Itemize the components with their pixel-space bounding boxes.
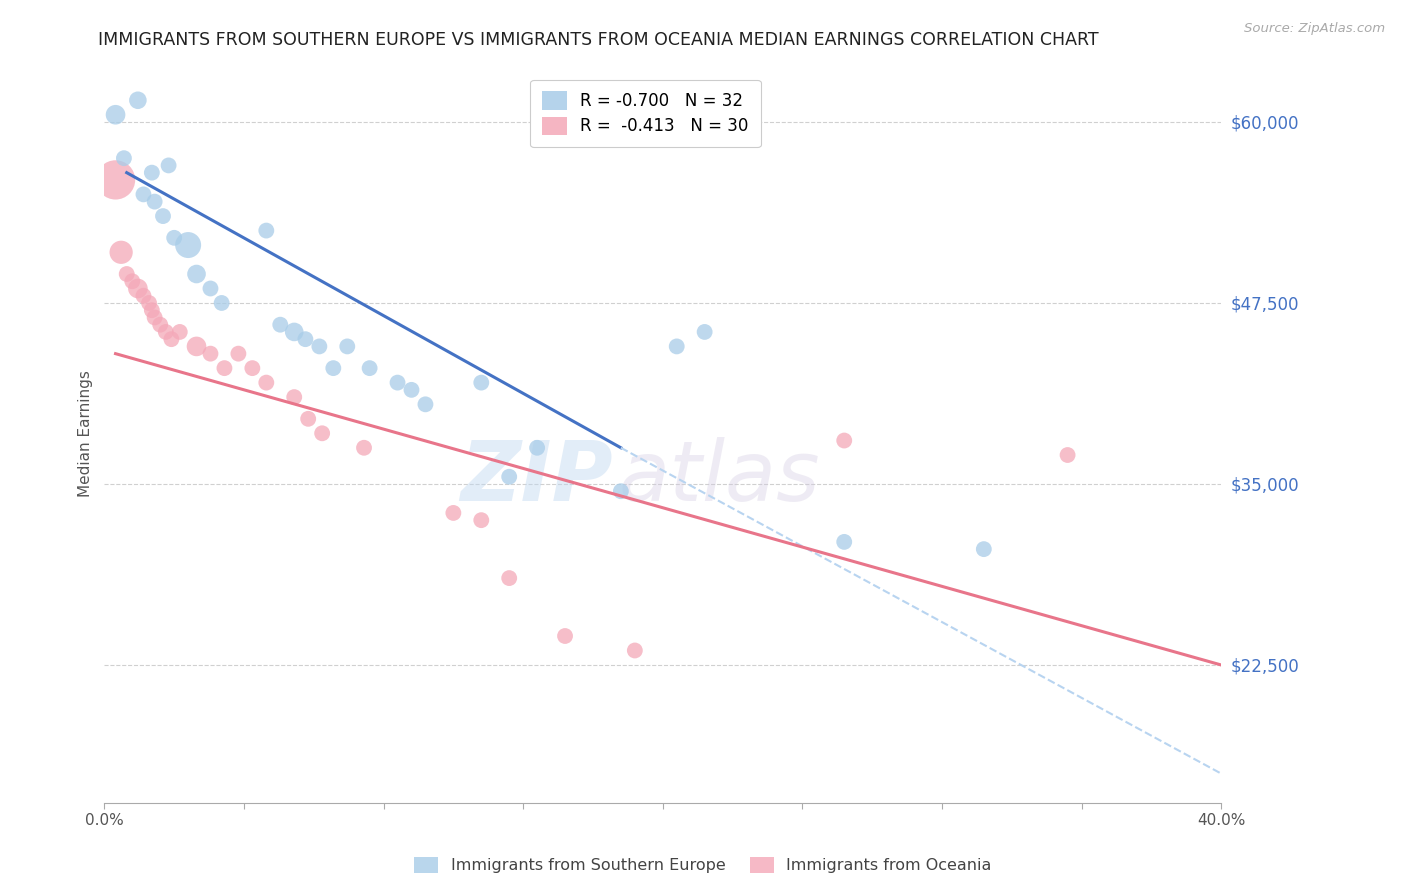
Point — [200, 346, 222, 360]
Point — [115, 267, 138, 281]
Point — [832, 434, 855, 448]
Point — [526, 441, 548, 455]
Point — [240, 361, 263, 376]
Point — [163, 231, 186, 245]
Point — [415, 397, 437, 411]
Point — [283, 325, 305, 339]
Text: IMMIGRANTS FROM SOUTHERN EUROPE VS IMMIGRANTS FROM OCEANIA MEDIAN EARNINGS CORRE: IMMIGRANTS FROM SOUTHERN EUROPE VS IMMIG… — [98, 31, 1099, 49]
Point — [665, 339, 688, 353]
Text: atlas: atlas — [619, 437, 820, 518]
Point — [132, 187, 155, 202]
Y-axis label: Median Earnings: Median Earnings — [79, 370, 93, 497]
Point — [211, 296, 233, 310]
Point — [110, 245, 132, 260]
Point — [127, 93, 149, 107]
Point — [152, 209, 174, 223]
Point — [269, 318, 291, 332]
Point — [832, 534, 855, 549]
Point — [693, 325, 716, 339]
Legend: Immigrants from Southern Europe, Immigrants from Oceania: Immigrants from Southern Europe, Immigra… — [408, 850, 998, 880]
Point — [228, 346, 250, 360]
Point — [322, 361, 344, 376]
Point — [104, 108, 127, 122]
Point — [470, 376, 492, 390]
Point — [141, 166, 163, 180]
Point — [186, 267, 208, 281]
Point — [200, 281, 222, 295]
Point — [336, 339, 359, 353]
Point — [311, 426, 333, 441]
Point — [254, 376, 277, 390]
Point — [973, 542, 995, 557]
Point — [401, 383, 423, 397]
Point — [294, 332, 316, 346]
Point — [143, 194, 166, 209]
Point — [177, 238, 200, 252]
Text: ZIP: ZIP — [460, 437, 613, 518]
Point — [186, 339, 208, 353]
Point — [554, 629, 576, 643]
Point — [155, 325, 177, 339]
Point — [141, 303, 163, 318]
Point — [498, 469, 520, 483]
Point — [160, 332, 183, 346]
Point — [297, 412, 319, 426]
Point — [624, 643, 647, 657]
Point — [254, 223, 277, 237]
Point — [149, 318, 172, 332]
Point — [104, 173, 127, 187]
Text: Source: ZipAtlas.com: Source: ZipAtlas.com — [1244, 22, 1385, 36]
Point — [353, 441, 375, 455]
Point — [157, 158, 180, 172]
Point — [283, 390, 305, 404]
Point — [138, 296, 160, 310]
Point — [169, 325, 191, 339]
Point — [387, 376, 409, 390]
Point — [610, 484, 633, 499]
Point — [121, 274, 143, 288]
Point — [214, 361, 236, 376]
Point — [308, 339, 330, 353]
Point — [132, 289, 155, 303]
Point — [1056, 448, 1078, 462]
Point — [112, 151, 135, 165]
Legend: R = -0.700   N = 32, R =  -0.413   N = 30: R = -0.700 N = 32, R = -0.413 N = 30 — [530, 79, 761, 147]
Point — [498, 571, 520, 585]
Point — [470, 513, 492, 527]
Point — [359, 361, 381, 376]
Point — [127, 281, 149, 295]
Point — [143, 310, 166, 325]
Point — [441, 506, 464, 520]
